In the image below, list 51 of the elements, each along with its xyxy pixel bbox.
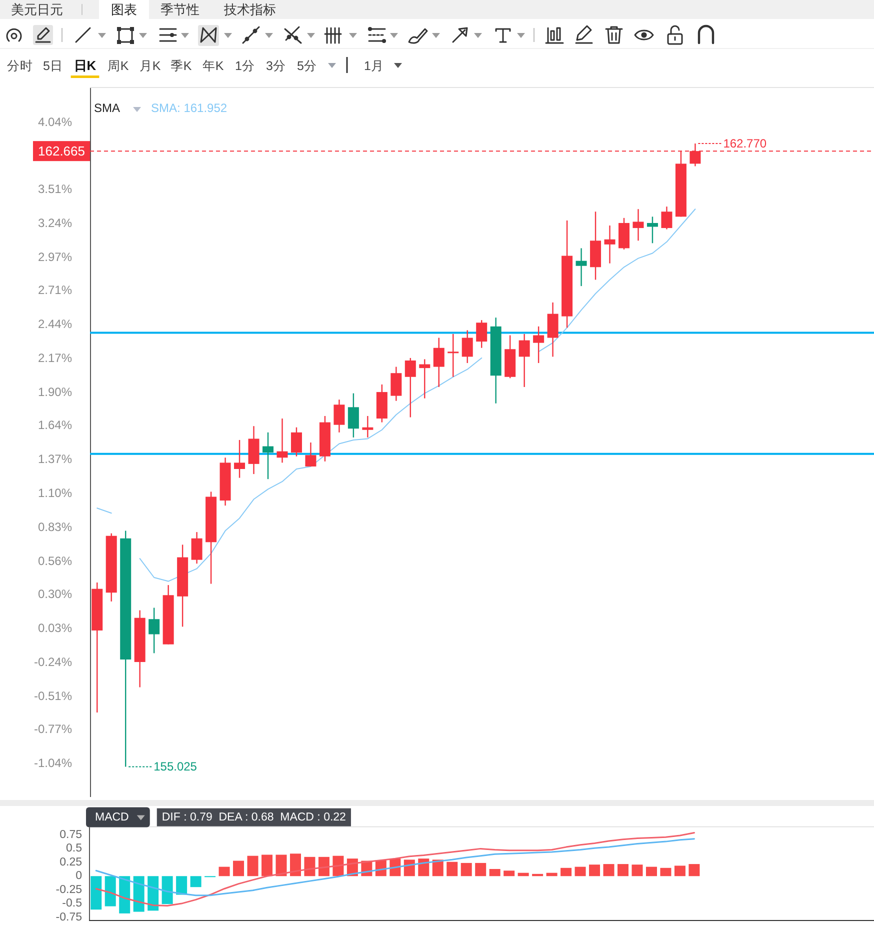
annotation: 162.665: [33, 141, 90, 162]
y-tick-label: 2.71%: [38, 282, 72, 297]
y-tick-label: -0.77%: [34, 722, 72, 736]
text: 1月: [364, 59, 384, 73]
legend: SMA SMA: 161.952: [94, 101, 228, 115]
text: 技术指标: [223, 2, 276, 17]
y-tick-label: 1.64%: [38, 418, 72, 432]
y-tick-label: 0.83%: [38, 520, 72, 534]
title: MACD: [86, 807, 150, 828]
text: 5分: [297, 59, 317, 73]
y-tick-label: 2.97%: [38, 250, 72, 264]
text: 季节性: [160, 2, 200, 17]
y-tick-label: 1.90%: [38, 385, 72, 400]
y-tick-label: 0.30%: [38, 586, 72, 601]
y-tick-label: -0.24%: [34, 655, 72, 670]
y-tick-label: 0.75: [60, 828, 82, 841]
text: 分时: [7, 59, 33, 73]
text: 5日: [43, 59, 63, 73]
text: 美元日元: [11, 2, 63, 17]
annotation: 162.770: [698, 136, 767, 150]
annotation: 155.025: [154, 760, 198, 774]
text: 周K: [107, 59, 130, 73]
y-tick-label: 0: [76, 870, 82, 882]
y-tick-label: -0.5: [62, 898, 82, 910]
y-tick-label: 0.25: [60, 856, 82, 868]
chart-title: MACD: [95, 811, 129, 824]
y-tick-label: -1.04%: [34, 756, 72, 770]
y-tick-label: -0.25: [56, 884, 82, 896]
y-tick-label: 0.56%: [38, 554, 72, 568]
y-tick-label: -0.75: [56, 911, 82, 924]
y-tick-label: 2.17%: [38, 350, 72, 365]
subtitle: DIF : 0.79 DEA : 0.68 MACD : 0.22: [156, 808, 351, 826]
y-tick-label: 0.5: [66, 842, 82, 855]
text: 3分: [266, 59, 286, 73]
text: 图表: [111, 2, 137, 17]
text: 日K: [74, 58, 97, 73]
y-tick-label: 3.24%: [38, 216, 72, 230]
y-tick-label: -0.51%: [34, 689, 72, 704]
annotation: 155.025: [128, 760, 197, 774]
text: 1分: [235, 59, 255, 73]
legend-title: SMA: [94, 101, 120, 115]
y-tick-label: 0.03%: [38, 620, 72, 635]
y-tick-label: 4.04%: [38, 115, 72, 130]
y-tick-label: 2.44%: [38, 316, 72, 331]
text: 月K: [139, 59, 162, 73]
y-tick-label: 1.37%: [38, 452, 72, 466]
text: 季K: [170, 59, 192, 73]
chart-subtitle: DIF : 0.79 DEA : 0.68 MACD : 0.22: [162, 811, 346, 824]
y-tick-label: 3.51%: [38, 182, 72, 196]
y-tick-label: 1.10%: [38, 486, 72, 500]
text: 年K: [202, 59, 224, 73]
